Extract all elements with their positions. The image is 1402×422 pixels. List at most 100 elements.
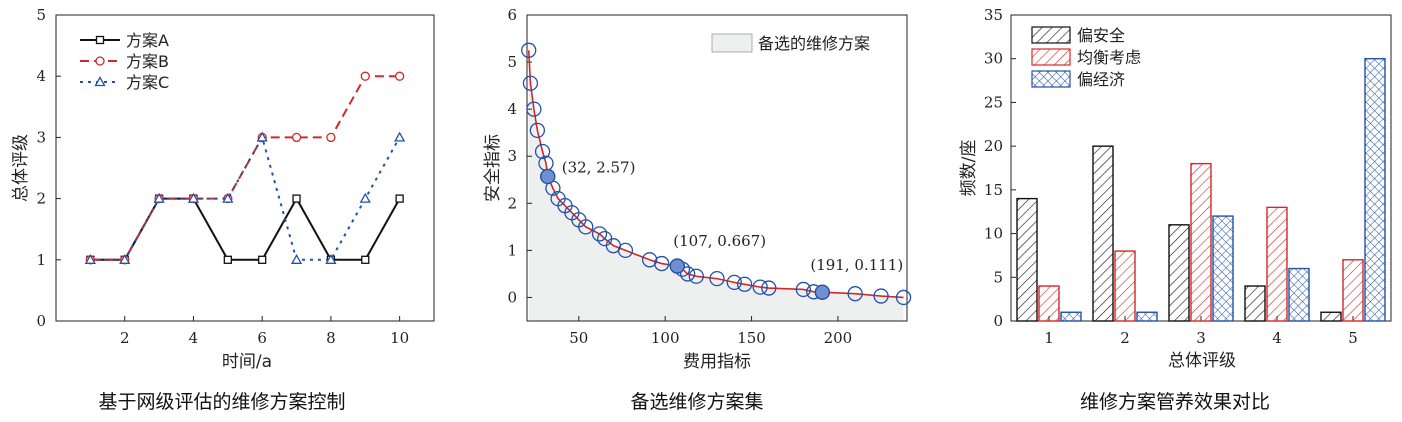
chart3-bar-2 xyxy=(1136,311,1158,322)
chart3-bar-1 xyxy=(1342,259,1364,322)
chart3-category-label: 2 xyxy=(1120,329,1130,347)
chart3-ytick-label: 5 xyxy=(993,268,1003,286)
chart1-point-b xyxy=(326,132,336,143)
chart1-caption: 基于网级评估的维修方案控制 xyxy=(98,391,345,413)
chart3-bar-2 xyxy=(1288,267,1310,322)
chart1-xtick-label: 2 xyxy=(120,329,130,347)
chart1-point-c xyxy=(84,253,96,264)
chart2-point xyxy=(736,276,753,292)
chart3-ytick-label: 35 xyxy=(984,6,1003,24)
chart3-ytick-label: 30 xyxy=(984,50,1003,68)
chart2-point xyxy=(617,242,634,259)
chart3-bar-0 xyxy=(1168,224,1190,322)
chart2-xtick-label: 50 xyxy=(569,329,588,347)
chart3-bar-2 xyxy=(1212,215,1234,322)
chart1-series-line-0 xyxy=(90,196,401,261)
chart1-ytick-label: 2 xyxy=(36,190,46,208)
chart2-point xyxy=(688,268,704,284)
chart1-point-a xyxy=(258,255,267,264)
chart2-ytick-label: 2 xyxy=(507,194,517,212)
chart3-bar-1 xyxy=(1038,285,1060,322)
chart2-ytick-label: 5 xyxy=(507,53,517,71)
chart3-ytick-label: 25 xyxy=(984,93,1003,111)
chart1-ytick-label: 4 xyxy=(36,67,46,85)
chart2-xtick-label: 150 xyxy=(737,329,766,347)
chart1-xtick-label: 6 xyxy=(257,329,267,347)
chart1-legend-marker xyxy=(95,56,105,66)
chart2-caption: 备选维修方案集 xyxy=(630,391,763,413)
chart2-point xyxy=(873,288,889,304)
chart3-legend-swatch-2 xyxy=(1031,70,1071,88)
chart3-bar-1 xyxy=(1266,206,1288,322)
chart2-point xyxy=(522,75,539,91)
chart1-legend-label: 方案B xyxy=(126,52,169,71)
chart2-highlight-label: (32, 2.57) xyxy=(562,158,636,176)
chart2-point xyxy=(795,281,812,298)
chart3-bar-0 xyxy=(1016,197,1038,322)
chart3-category-label: 5 xyxy=(1348,329,1358,347)
chart1-point-c xyxy=(153,192,165,203)
chart2-point xyxy=(654,255,670,272)
chart1-point-a xyxy=(292,194,301,203)
chart1-point-c xyxy=(222,192,234,203)
chart3-legend-label: 偏经济 xyxy=(1077,70,1125,89)
chart2-scatter-chart: 50 100 150 200 0 1 2 3 4 5 6 (32, 2.57) (107, 0.667)… xyxy=(507,6,912,347)
chart1-point-c xyxy=(256,131,268,142)
chart1-ytick-label: 1 xyxy=(36,251,46,269)
chart1-legend-marker xyxy=(94,76,106,87)
chart1-series-line-2 xyxy=(90,134,401,261)
chart1-point-c xyxy=(325,253,337,264)
chart1-point-a xyxy=(395,194,404,203)
chart1-point-c xyxy=(290,253,303,264)
chart1-ytick-label: 0 xyxy=(36,312,46,330)
chart3-category-label: 4 xyxy=(1272,329,1282,347)
chart1-line-chart: 2 4 6 8 10 0 1 2 3 4 5 方案A 方案B 方案C xyxy=(36,6,435,347)
chart1-xtick-label: 8 xyxy=(326,329,336,347)
chart2-xtick-label: 100 xyxy=(651,329,680,347)
chart3-category-label: 3 xyxy=(1196,329,1206,347)
chart1-ytick-label: 5 xyxy=(36,6,46,24)
chart3-caption: 维修方案管养效果对比 xyxy=(1080,391,1270,413)
chart3-ytick-label: 20 xyxy=(984,137,1003,155)
chart2-point xyxy=(526,101,542,117)
chart1-xtick-label: 10 xyxy=(390,329,409,347)
chart2-highlight-point xyxy=(814,284,831,300)
chart2-legend-label: 备选的维修方案 xyxy=(758,34,870,53)
chart3-legend-swatch-1 xyxy=(1031,48,1071,66)
chart1-legend-label: 方案C xyxy=(126,73,169,92)
chart3-ytick-label: 0 xyxy=(993,312,1003,330)
chart2-feasible-area xyxy=(528,50,904,322)
chart2-point xyxy=(709,270,725,287)
chart2-point xyxy=(591,226,608,242)
chart2-xlabel: 费用指标 xyxy=(683,352,751,372)
chart2-highlight-label: (191, 0.111) xyxy=(810,256,903,274)
chart2-highlight-point xyxy=(540,168,556,185)
chart1-point-b xyxy=(360,71,370,81)
chart3-bar-0 xyxy=(1320,311,1342,322)
chart2-point xyxy=(752,279,768,295)
chart2-highlight-label: (107, 0.667) xyxy=(673,232,766,250)
chart1-point-a xyxy=(361,255,370,264)
chart2-point xyxy=(641,252,658,268)
chart2-point xyxy=(578,219,594,235)
chart3-xlabel: 总体评级 xyxy=(1168,351,1236,371)
chart1-xlabel: 时间/a xyxy=(222,352,272,372)
chart2-point xyxy=(534,143,551,160)
chart3-bar-1 xyxy=(1190,162,1212,322)
chart3-ytick-label: 15 xyxy=(984,181,1003,199)
chart1-ytick-label: 3 xyxy=(36,128,46,146)
chart3-ytick-label: 10 xyxy=(984,225,1003,243)
chart2-frame xyxy=(526,14,908,322)
chart3-ylabel: 频数/座 xyxy=(959,140,979,197)
chart2-ytick-label: 6 xyxy=(507,6,517,24)
chart1-point-c xyxy=(119,253,131,264)
chart3-legend-label: 偏安全 xyxy=(1077,26,1125,45)
chart2-ytick-label: 4 xyxy=(507,100,517,118)
chart3-bar-2 xyxy=(1060,311,1082,322)
chart3-bar-1 xyxy=(1114,250,1136,322)
chart3-bar-0 xyxy=(1092,145,1114,322)
chart2-point xyxy=(847,286,863,302)
chart1-xtick-label: 4 xyxy=(189,329,199,347)
